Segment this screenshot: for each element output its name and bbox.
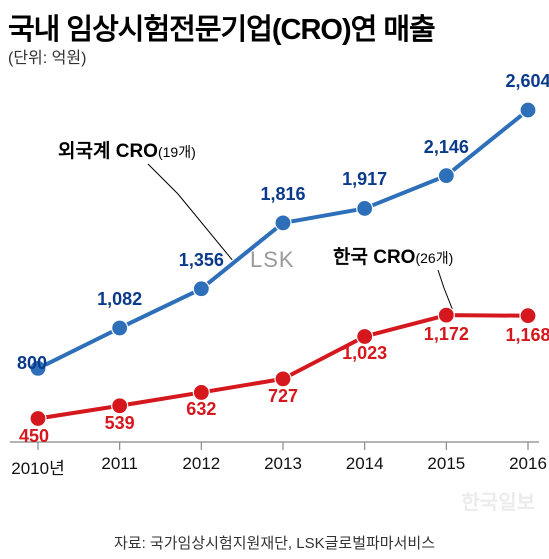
x-axis-label: 2014 [346, 454, 384, 474]
foreign-cro-value-label: 1,082 [97, 289, 142, 310]
x-axis-label: 2011 [101, 454, 138, 474]
series-label-foreign: 외국계 CRO(19개) [58, 136, 196, 163]
series-count-foreign: (19개) [158, 144, 196, 160]
series-count-korea: (26개) [415, 250, 453, 266]
chart-svg [8, 72, 541, 492]
series-label-korea-text: 한국 CRO [333, 247, 415, 268]
x-axis-label: 2010년 [11, 454, 64, 479]
chart-title: 국내 임상시험전문기업(CRO)연 매출 [8, 6, 435, 48]
korea-cro-value-label: 450 [19, 426, 49, 447]
foreign-cro-value-label: 2,604 [505, 71, 549, 92]
x-axis-label: 2016 [509, 454, 547, 474]
series-label-foreign-text: 외국계 CRO [58, 141, 158, 162]
foreign-cro-value-label: 1,917 [342, 169, 387, 190]
foreign-cro-value-label: 2,146 [424, 137, 469, 158]
x-axis-label: 2015 [427, 454, 465, 474]
korea-cro-value-label: 1,172 [424, 324, 469, 345]
korea-cro-value-label: 1,168 [505, 325, 549, 346]
foreign-cro-value-label: 1,356 [179, 250, 224, 271]
unit-label: (단위: 억원) [8, 44, 86, 68]
foreign-cro-value-label: 800 [17, 353, 47, 374]
x-axis-label: 2013 [264, 454, 302, 474]
watermark: 한국일보 [461, 486, 535, 515]
lsk-watermark-text: LSK [250, 247, 295, 273]
series-label-korea: 한국 CRO(26개) [333, 242, 453, 269]
x-axis-label: 2012 [182, 454, 220, 474]
foreign-cro-value-label: 1,816 [260, 184, 305, 205]
korea-cro-value-label: 539 [105, 413, 135, 434]
korea-cro-value-label: 1,023 [342, 343, 387, 364]
korea-cro-value-label: 632 [186, 399, 216, 420]
source-label: 자료: 국가임상시험지원재단, LSK글로벌파마서비스 [8, 532, 541, 553]
korea-cro-value-label: 727 [268, 386, 298, 407]
chart-area: 외국계 CRO(19개) 한국 CRO(26개) LSK 800 1,082 1,3… [8, 72, 541, 492]
